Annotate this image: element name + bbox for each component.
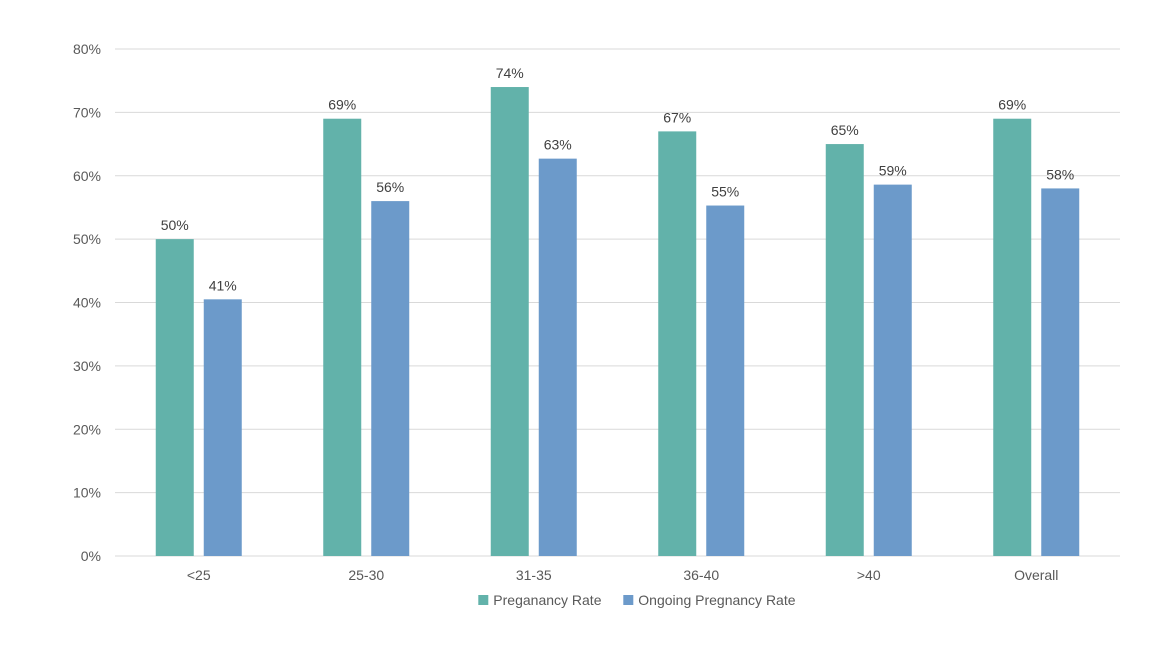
y-tick-label: 60% [73, 168, 101, 184]
data-label: 58% [1046, 166, 1074, 182]
bar-pregnancy-rate [490, 87, 529, 557]
x-tick-label: >40 [857, 567, 881, 583]
data-labels: 50% 41% 69% 56% 74% 63% 67% 55% 65% 59% 69% 58% [161, 65, 1075, 293]
x-axis-tick-labels: <25 25-30 31-35 36-40 >40 Overall [187, 567, 1059, 583]
bars [155, 87, 1080, 557]
data-label: 63% [544, 137, 572, 153]
x-tick-label: 25-30 [348, 567, 384, 583]
y-tick-label: 0% [81, 548, 101, 564]
data-label: 41% [209, 277, 237, 293]
data-label: 56% [376, 179, 404, 195]
data-label: 65% [831, 122, 859, 138]
y-tick-label: 70% [73, 104, 101, 120]
bar-ongoing-pregnancy-rate [538, 158, 577, 557]
x-tick-label: 36-40 [683, 567, 719, 583]
y-tick-label: 10% [73, 485, 101, 501]
legend-swatch [478, 595, 489, 605]
data-label: 67% [663, 109, 691, 125]
legend-label: Ongoing Pregnancy Rate [638, 592, 795, 608]
data-label: 50% [161, 217, 189, 233]
x-tick-label: 31-35 [516, 567, 552, 583]
gridlines [115, 48, 1120, 557]
bar-pregnancy-rate [825, 144, 864, 556]
y-tick-label: 80% [73, 41, 101, 57]
legend: Preganancy Rate Ongoing Pregnancy Rate [478, 592, 796, 608]
x-tick-label: <25 [187, 567, 211, 583]
data-label: 69% [998, 97, 1026, 113]
bar-ongoing-pregnancy-rate [706, 205, 745, 556]
data-label: 59% [879, 163, 907, 179]
y-tick-label: 50% [73, 231, 101, 247]
bar-pregnancy-rate [993, 118, 1032, 557]
y-tick-label: 30% [73, 358, 101, 374]
data-label: 74% [496, 65, 524, 81]
bar-ongoing-pregnancy-rate [873, 184, 912, 556]
legend-label: Preganancy Rate [493, 592, 601, 608]
bar-pregnancy-rate [155, 239, 194, 556]
bar-pregnancy-rate [658, 131, 697, 556]
bar-ongoing-pregnancy-rate [371, 201, 410, 556]
y-axis-tick-labels: 0% 10% 20% 30% 40% 50% 60% 70% 80% [73, 41, 101, 564]
bar-pregnancy-rate [323, 118, 362, 557]
y-tick-label: 20% [73, 421, 101, 437]
legend-swatch [623, 595, 634, 605]
x-tick-label: Overall [1014, 567, 1058, 583]
data-label: 69% [328, 97, 356, 113]
bar-ongoing-pregnancy-rate [1041, 188, 1080, 557]
bar-ongoing-pregnancy-rate [203, 299, 242, 556]
data-label: 55% [711, 184, 739, 200]
y-tick-label: 40% [73, 295, 101, 311]
